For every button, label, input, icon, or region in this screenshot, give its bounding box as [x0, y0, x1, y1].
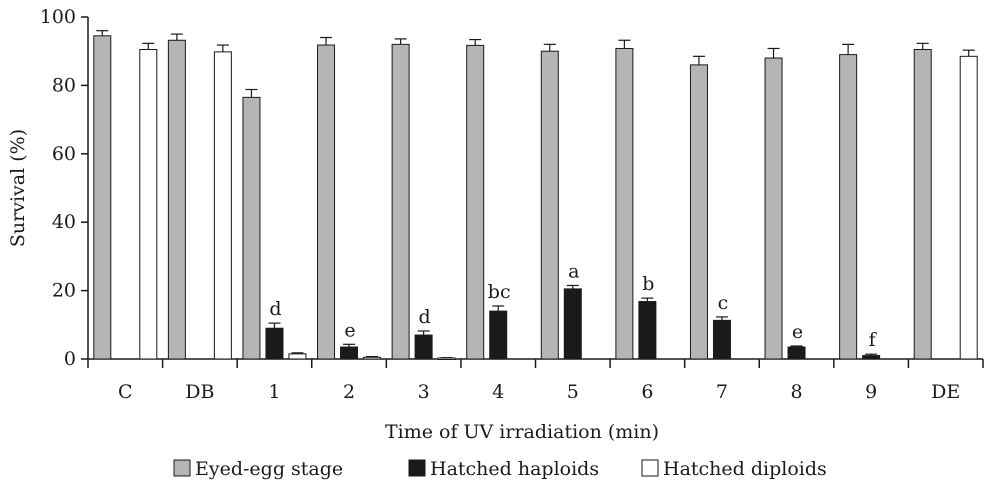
x-tick-label: 8	[790, 381, 802, 403]
significance-letter: e	[792, 321, 803, 343]
bar	[862, 355, 881, 360]
bar	[363, 356, 382, 360]
bar	[265, 327, 284, 360]
bar	[689, 64, 708, 360]
x-ticks: C DB 1 2 3 4 5 6 7 8 9 DE	[87, 359, 984, 403]
significance-letter: a	[568, 260, 579, 282]
x-tick-label: C	[118, 381, 133, 403]
y-tick-label: 100	[40, 6, 76, 28]
bar	[615, 47, 634, 360]
x-tick-label: 1	[268, 381, 280, 403]
significance-letter: d	[269, 298, 281, 320]
x-tick-label: 5	[567, 381, 579, 403]
legend-label: Hatched diploids	[663, 458, 827, 480]
bar	[764, 57, 783, 360]
legend-swatch	[173, 459, 191, 477]
bar	[167, 39, 186, 360]
bar	[563, 288, 582, 360]
bar	[489, 310, 508, 360]
bars	[93, 30, 978, 360]
bar	[540, 50, 559, 360]
legend-item: Eyed-egg stage	[173, 458, 343, 480]
legend-label: Hatched haploids	[430, 458, 599, 480]
bar	[414, 334, 433, 360]
bar	[466, 44, 485, 360]
significance-letter: bc	[488, 281, 511, 303]
bar	[93, 35, 112, 360]
bar	[288, 353, 307, 360]
x-tick-label: DE	[931, 381, 960, 403]
y-tick-label: 40	[52, 211, 76, 233]
significance-letter: e	[344, 319, 355, 341]
y-axis-title: Survival (%)	[7, 129, 29, 247]
x-axis-title: Time of UV irradiation (min)	[385, 421, 659, 443]
legend: Eyed-egg stage Hatched haploids Hatched di…	[173, 458, 827, 480]
bar	[787, 346, 806, 360]
bar	[913, 48, 932, 360]
x-tick-label: DB	[185, 381, 214, 403]
legend-swatch	[641, 459, 659, 477]
y-tick-label: 80	[52, 74, 76, 96]
x-tick-label: 4	[492, 381, 504, 403]
x-tick-label: 9	[865, 381, 877, 403]
x-tick-label: 6	[641, 381, 653, 403]
bar	[959, 55, 978, 360]
x-tick-label: 3	[418, 381, 430, 403]
bar	[242, 96, 261, 360]
x-tick-label: 2	[343, 381, 355, 403]
y-tick-label: 20	[52, 280, 76, 302]
bar	[712, 319, 731, 360]
x-tick-label: 7	[716, 381, 728, 403]
significance-letter: b	[642, 273, 654, 295]
legend-item: Hatched haploids	[408, 458, 599, 480]
y-tick-label: 0	[64, 348, 76, 370]
bar	[391, 43, 410, 360]
significance-letter: d	[419, 306, 431, 328]
significance-letter: c	[718, 292, 729, 314]
bar	[638, 301, 657, 360]
legend-label: Eyed-egg stage	[195, 458, 343, 480]
y-ticks: 0 20 40 60 80 100	[40, 6, 88, 370]
bar	[839, 54, 858, 360]
legend-swatch	[408, 459, 426, 477]
significance-letter: f	[869, 329, 878, 351]
y-tick-label: 60	[52, 143, 76, 165]
bar	[139, 48, 158, 360]
bar	[317, 44, 336, 360]
bar	[340, 346, 359, 360]
bar	[213, 51, 232, 360]
legend-item: Hatched diploids	[641, 458, 827, 480]
